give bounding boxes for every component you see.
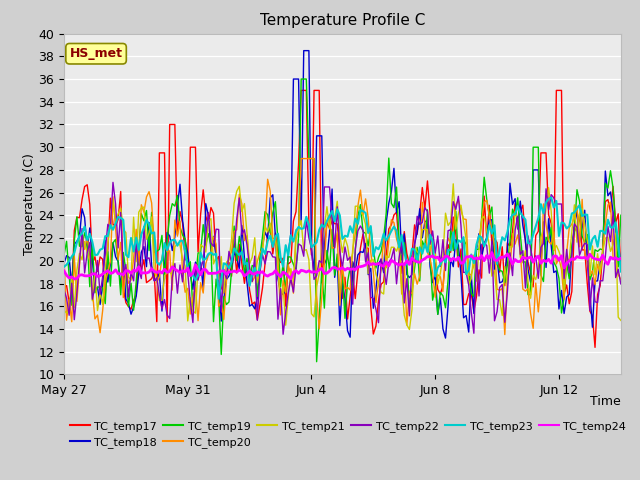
Title: Temperature Profile C: Temperature Profile C (260, 13, 425, 28)
Text: Time: Time (590, 395, 621, 408)
Y-axis label: Temperature (C): Temperature (C) (22, 153, 36, 255)
Text: HS_met: HS_met (70, 47, 123, 60)
Legend: TC_temp17, TC_temp18, TC_temp19, TC_temp20, TC_temp21, TC_temp22, TC_temp23, TC_: TC_temp17, TC_temp18, TC_temp19, TC_temp… (70, 421, 627, 448)
